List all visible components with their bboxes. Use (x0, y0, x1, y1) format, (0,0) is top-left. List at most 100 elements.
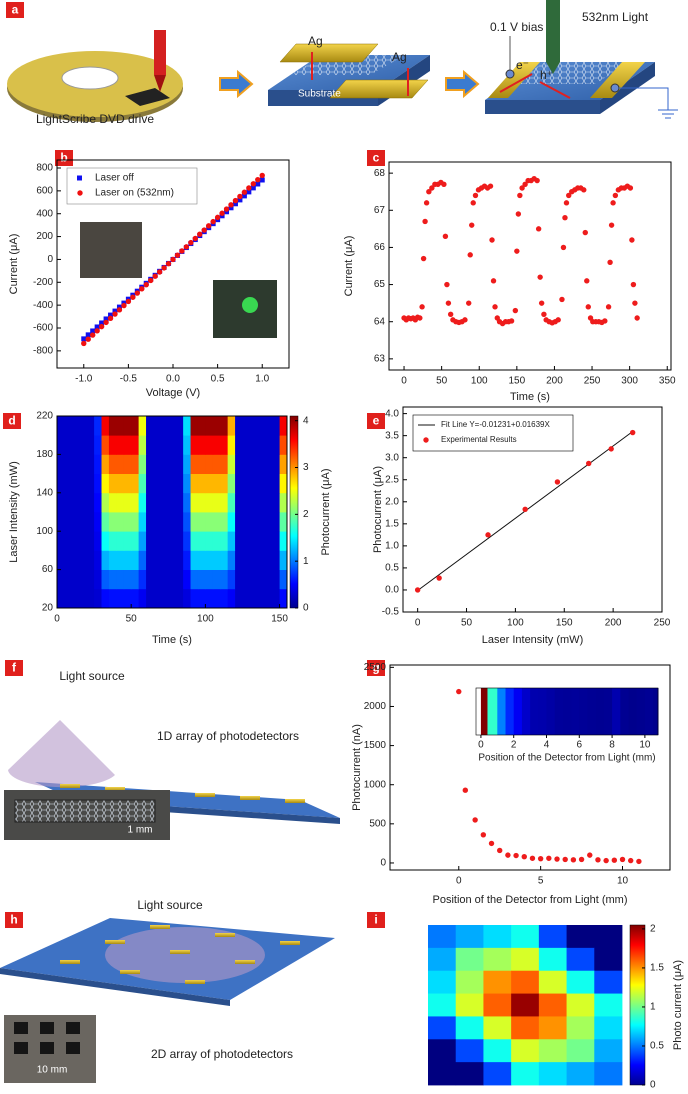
heat-cell (86, 531, 95, 551)
point (94, 328, 100, 334)
point (188, 239, 194, 246)
heat-cell (594, 925, 623, 949)
heat-cell (205, 569, 214, 590)
heat-cell (168, 588, 177, 609)
point (156, 269, 163, 275)
heat-cell (153, 588, 162, 609)
heat-cell (279, 454, 288, 474)
heat-cell (146, 531, 154, 551)
heat-cell (64, 435, 73, 455)
heat-cell (235, 512, 243, 532)
heat-cell (272, 531, 280, 551)
x-tick-label: 50 (461, 618, 473, 629)
heat-cell (483, 970, 512, 994)
point (414, 587, 421, 593)
electrodes (60, 925, 300, 984)
heat-cell (257, 454, 266, 474)
light-cone (8, 720, 115, 788)
point (534, 177, 540, 184)
y-tick-label: 0.5 (385, 563, 399, 574)
electrode (215, 933, 235, 937)
heat-cell (227, 435, 236, 455)
heat-cell (242, 473, 251, 494)
y-tick-label: 68 (374, 168, 386, 179)
heat-cell (220, 473, 229, 494)
point (255, 181, 261, 187)
heat-cell (123, 512, 132, 532)
wire (619, 87, 669, 110)
heat-cell (242, 512, 251, 532)
heat-cell (101, 435, 110, 455)
panel-label-box (367, 413, 385, 429)
heat-cell (279, 473, 288, 494)
point (442, 233, 449, 239)
heat-cell (242, 416, 251, 436)
heat-cell (160, 473, 169, 494)
plot-frame (56, 415, 288, 609)
heat-cell (183, 588, 191, 609)
heat-cell (71, 416, 80, 436)
graphene (510, 62, 630, 84)
heat-cell (264, 531, 273, 551)
heat-cell (79, 454, 88, 474)
point (426, 189, 432, 195)
heat-cell (123, 531, 132, 551)
heat-cell (183, 531, 191, 551)
point (546, 855, 552, 861)
inset-cell (644, 688, 654, 735)
heat-cell (79, 588, 88, 609)
heat-cell (566, 1062, 595, 1086)
inset-cell (653, 688, 659, 735)
heat-cell (455, 1039, 484, 1063)
heat-cell (101, 588, 110, 609)
heat-cell (108, 473, 117, 494)
point (602, 318, 608, 324)
heat-cell (138, 454, 147, 474)
heat-cell (235, 454, 243, 474)
point (488, 840, 495, 847)
x-tick-label: 100 (507, 618, 524, 629)
heat-cell (57, 550, 65, 570)
x-tick-label: -0.5 (120, 374, 138, 385)
legend-box (66, 167, 198, 205)
legend-label: Laser off (95, 173, 134, 184)
heat-cell (183, 454, 191, 474)
heat-cell (279, 512, 288, 532)
heat-cell (455, 925, 484, 949)
heat-cell (235, 435, 243, 455)
heat-cell (455, 947, 484, 972)
heat-cell (264, 512, 273, 532)
heat-cell (220, 512, 229, 532)
y-tick-label: 1.0 (385, 541, 399, 552)
photo-devices (14, 1022, 80, 1054)
heat-cell (190, 550, 199, 570)
heat-cell (428, 970, 457, 994)
x-axis-label: Position of the Detector from Light (mm) (432, 894, 627, 906)
heat-cell (566, 947, 595, 972)
point (555, 317, 561, 323)
point (112, 311, 118, 317)
panel-label-box (5, 660, 23, 676)
point (232, 201, 238, 207)
y-tick-label: 64 (374, 316, 386, 327)
heat-cell (212, 435, 221, 455)
heat-cell (131, 531, 140, 551)
x-tick-label: 300 (621, 376, 638, 387)
heat-cell (428, 993, 457, 1017)
x-axis-label: Laser Intensity (mW) (482, 634, 583, 646)
x-axis-label: Time (s) (152, 634, 192, 646)
heat-cell (511, 1039, 540, 1063)
heat-cell (64, 531, 73, 551)
heat-cell (94, 531, 102, 551)
heat-cell (220, 550, 229, 570)
y-tick-label: -200 (33, 277, 53, 288)
colorbar-tick-label: 0 (303, 603, 309, 614)
point (445, 300, 452, 306)
heat-cell (64, 492, 73, 513)
heat-cell (138, 588, 147, 609)
heat-cell (257, 531, 266, 551)
heat-cell (86, 435, 95, 455)
heat-cell (94, 512, 102, 532)
electrode (488, 62, 540, 98)
heat-cell (249, 435, 258, 455)
